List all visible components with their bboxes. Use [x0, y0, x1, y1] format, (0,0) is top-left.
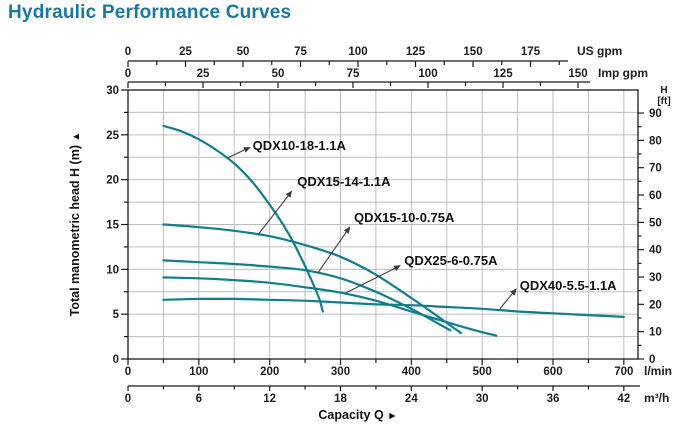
x-lmin-tick-label: 400 — [402, 366, 421, 378]
x-lmin-tick-label: 600 — [543, 366, 562, 378]
curve-label-text: QDX10-18-1.1A — [253, 138, 347, 153]
x-lmin-tick-label: 200 — [260, 366, 279, 378]
x-impgpm-tick-label: 150 — [568, 68, 587, 80]
x-usgpm-unit-label: US gpm — [577, 44, 622, 58]
annotation-arrow — [344, 265, 401, 295]
y-left-tick-label: 15 — [106, 220, 119, 232]
x-impgpm-tick-label: 0 — [125, 68, 131, 80]
y-right-tick-label: 80 — [649, 135, 662, 147]
x-m3h-tick-label: 30 — [476, 393, 489, 405]
pump-curve-qdx10-18-1-1a — [162, 124, 324, 313]
x-m3h-tick-label: 6 — [196, 393, 202, 405]
x-m3h-tick-label: 0 — [125, 393, 131, 405]
x-lmin-tick-label: 700 — [614, 366, 633, 378]
x-impgpm-tick-label: 75 — [347, 68, 360, 80]
x-usgpm-tick-label: 125 — [406, 46, 426, 58]
x-m3h-tick-label: 42 — [617, 393, 630, 405]
annotation-arrow — [257, 190, 293, 235]
y-right-tick-label: 0 — [649, 354, 655, 366]
curve-label-text: QDX15-14-1.1A — [297, 174, 391, 189]
pump-curves — [162, 124, 625, 337]
x-usgpm-tick-label: 75 — [294, 46, 307, 58]
y-left-tick-label: 20 — [106, 175, 119, 187]
y-right-tick-label: 40 — [649, 245, 662, 257]
x-m3h-unit-label: m³/h — [644, 391, 669, 405]
y-right-tick-label: 10 — [649, 327, 662, 339]
x-impgpm-tick-label: 125 — [493, 68, 513, 80]
y-left-tick-label: 25 — [106, 130, 119, 142]
y-left-tick-label: 5 — [113, 309, 120, 321]
x-usgpm-tick-label: 175 — [521, 46, 541, 58]
x-m3h-tick-label: 24 — [405, 393, 418, 405]
y-right-tick-label: 60 — [649, 190, 662, 202]
x-impgpm-tick-label: 100 — [418, 68, 437, 80]
y-right-tick-label: 70 — [649, 163, 662, 175]
y-right-tick-label: 90 — [649, 108, 662, 120]
x-lmin-tick-label: 500 — [473, 366, 492, 378]
x-lmin-tick-label: 100 — [189, 366, 208, 378]
x-usgpm-tick-label: 150 — [463, 46, 482, 58]
x-impgpm-tick-label: 25 — [197, 68, 210, 80]
x-m3h-tick-label: 18 — [334, 393, 347, 405]
x-lmin-unit-label: l/min — [644, 364, 672, 378]
curve-label-text: QDX40-5.5-1.1A — [520, 278, 617, 293]
x-lmin-tick-label: 0 — [125, 366, 131, 378]
pump-curve-qdx25-6-0-75a — [162, 276, 498, 337]
y-axis-title: Total manometric head H (m) ▲ — [68, 132, 82, 317]
pump-curve-qdx15-14-1-1a — [162, 223, 462, 335]
x-impgpm-unit-label: Imp gpm — [598, 66, 648, 80]
y-left-tick-label: 0 — [113, 354, 119, 366]
annotation-arrow — [499, 288, 517, 310]
curve-label-text: QDX25-6-0.75A — [404, 253, 498, 268]
y-right-tick-label: 20 — [649, 299, 662, 311]
x-axis-title: Capacity Q ► — [318, 408, 397, 422]
x-m3h-tick-label: 12 — [263, 393, 276, 405]
x-impgpm-tick-label: 50 — [272, 68, 285, 80]
y-right-unit-ft: [ft] — [657, 96, 670, 107]
x-usgpm-tick-label: 25 — [179, 46, 192, 58]
x-lmin-tick-label: 300 — [331, 366, 350, 378]
x-usgpm-tick-label: 0 — [125, 46, 131, 58]
x-m3h-tick-label: 36 — [547, 393, 560, 405]
pump-curve-qdx40-5-5-1-1a — [162, 297, 625, 318]
axis-ticks — [121, 60, 644, 391]
y-left-tick-label: 30 — [106, 85, 119, 97]
y-right-tick-label: 30 — [649, 272, 662, 284]
y-right-tick-label: 50 — [649, 217, 662, 229]
annotation-arrow — [317, 226, 351, 274]
page-title: Hydraulic Performance Curves — [8, 2, 292, 23]
curve-label-text: QDX15-10-0.75A — [354, 210, 455, 225]
x-usgpm-tick-label: 50 — [237, 46, 250, 58]
y-right-unit-h: H — [660, 85, 667, 96]
y-left-tick-label: 10 — [106, 264, 119, 276]
annotation-arrow — [226, 146, 251, 159]
curve-annotations — [226, 146, 517, 310]
x-usgpm-tick-label: 100 — [348, 46, 367, 58]
